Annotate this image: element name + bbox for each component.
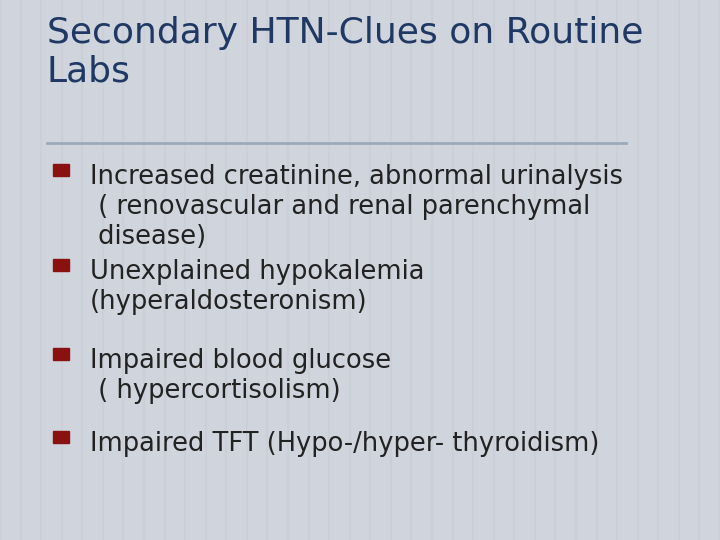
FancyBboxPatch shape [53,259,69,271]
FancyBboxPatch shape [53,348,69,360]
FancyBboxPatch shape [53,431,69,443]
Text: Unexplained hypokalemia
(hyperaldosteronism): Unexplained hypokalemia (hyperaldosteron… [90,259,425,315]
Text: Impaired blood glucose
 ( hypercortisolism): Impaired blood glucose ( hypercortisolis… [90,348,391,404]
FancyBboxPatch shape [53,164,69,176]
Text: Secondary HTN-Clues on Routine
Labs: Secondary HTN-Clues on Routine Labs [47,16,643,88]
Text: Impaired TFT (Hypo-/hyper- thyroidism): Impaired TFT (Hypo-/hyper- thyroidism) [90,431,599,457]
Text: Increased creatinine, abnormal urinalysis
 ( renovascular and renal parenchymal
: Increased creatinine, abnormal urinalysi… [90,164,623,250]
